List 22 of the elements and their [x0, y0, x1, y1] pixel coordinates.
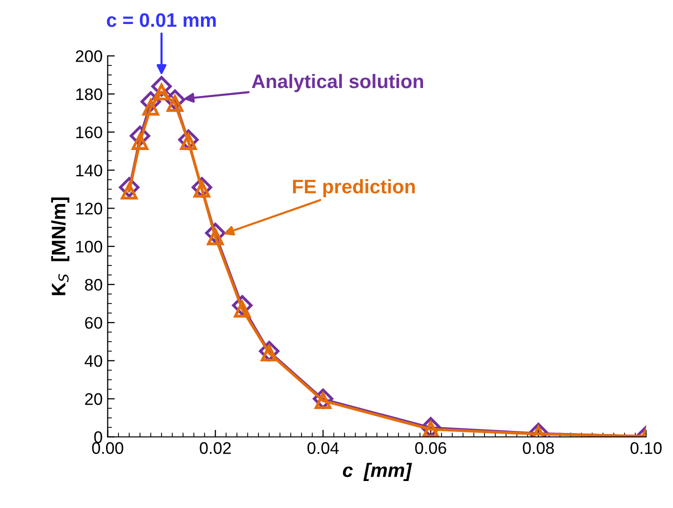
text: FE prediction — [293, 179, 415, 198]
y-tick-label: 120 — [76, 202, 102, 214]
y-axis-title: K$_{S}$ [MN/m] — [51, 197, 70, 296]
y-tick-label: 200 — [76, 50, 102, 62]
x-tick-label: 0.00 — [92, 442, 124, 454]
y-tick-label: 40 — [84, 355, 102, 367]
x-tick-label: 0.08 — [522, 442, 554, 454]
y-tick-label: 140 — [76, 164, 102, 176]
y-tick-label: 100 — [76, 240, 102, 253]
y-tick-label: 160 — [76, 126, 102, 138]
y-tick-label: 20 — [85, 393, 102, 405]
legend-label: Analytical solution — [252, 74, 424, 92]
x-axis-title: c [mm] — [342, 462, 412, 481]
y-tick-label: 60 — [85, 316, 102, 329]
text: c = 0.01 mm — [106, 13, 216, 27]
y-tick-label: 180 — [76, 88, 102, 100]
x-tick-label: 0.04 — [307, 442, 339, 454]
x-tick-label: 0.06 — [415, 442, 446, 454]
x-tick-label: 0.10 — [630, 442, 662, 454]
y-tick-label: 80 — [85, 278, 102, 291]
x-tick-label: 0.02 — [200, 442, 231, 454]
y-tick-label: 0 — [94, 431, 102, 444]
